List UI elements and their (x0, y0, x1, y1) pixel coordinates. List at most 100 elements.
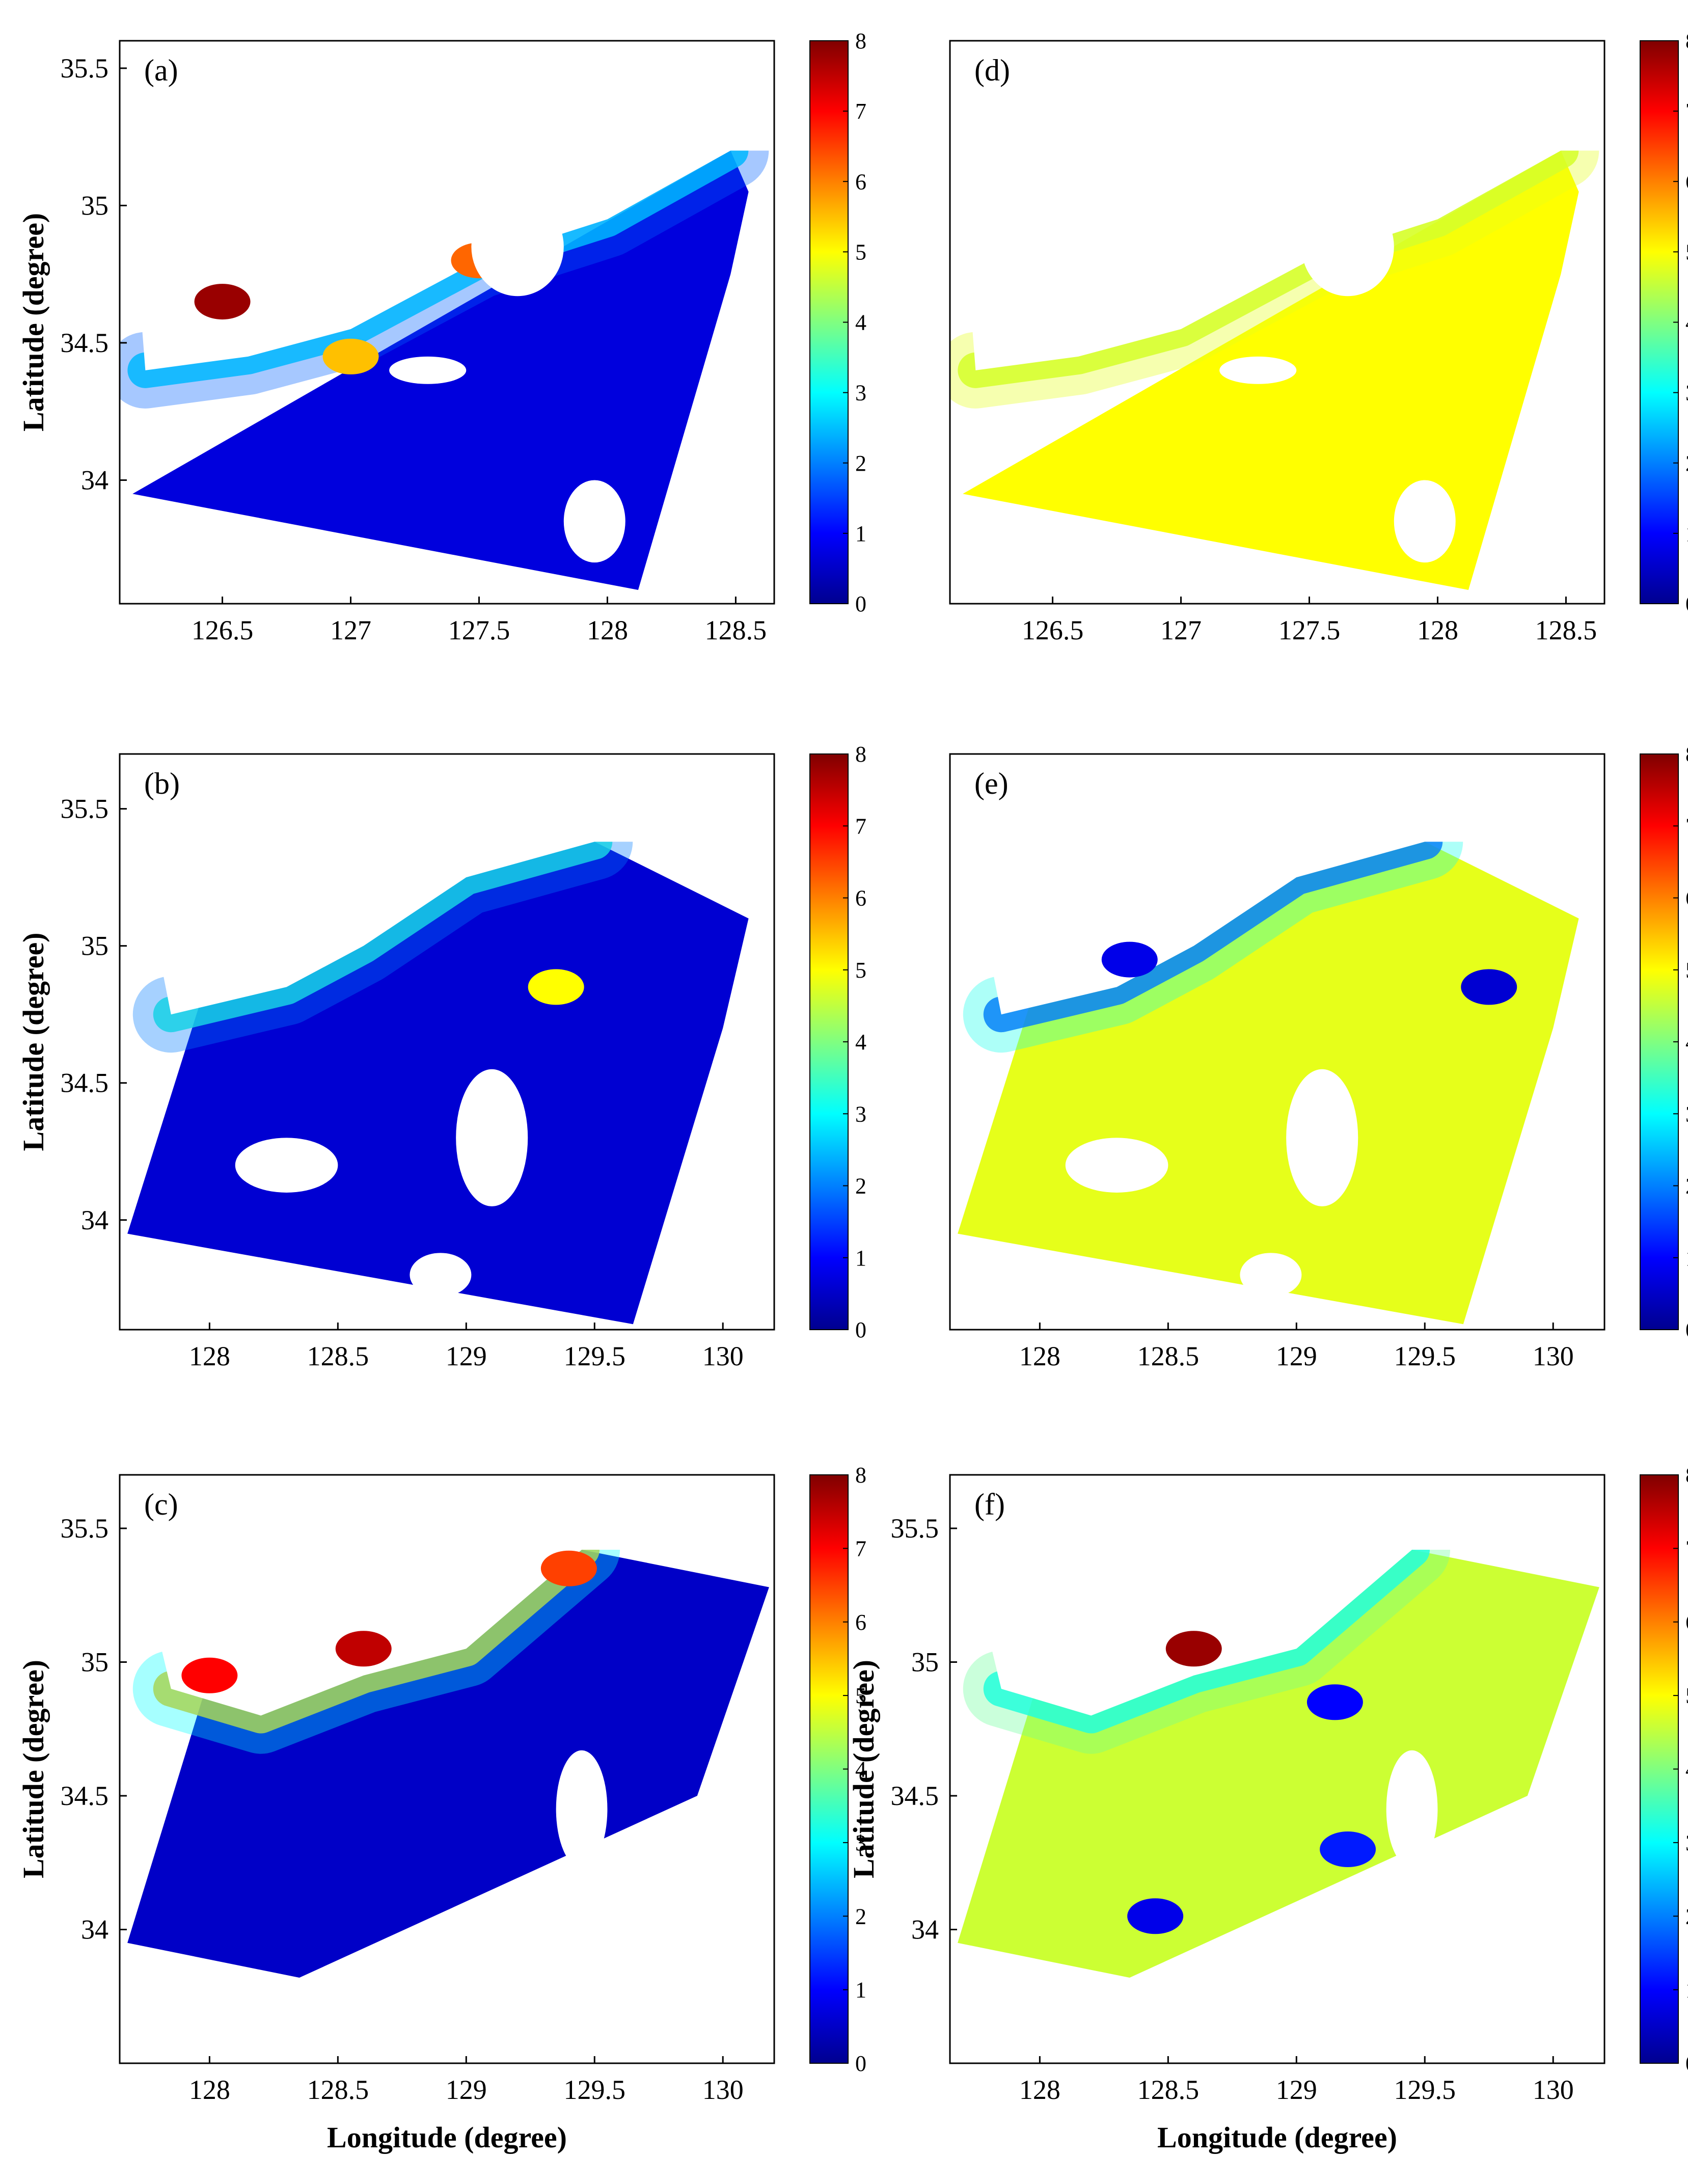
colorbar-tick-label: 4 (855, 310, 866, 335)
y-tick-label: 34 (81, 1205, 108, 1235)
colorbar-tick-label: 1 (855, 1978, 866, 2003)
y-tick-label: 35.5 (61, 1513, 109, 1544)
colorbar-tick-label: 6 (1685, 886, 1688, 911)
colorbar-tick-label: 5 (855, 1683, 866, 1708)
x-tick-label: 127 (1160, 615, 1202, 645)
colorbar-tick-label: 1 (855, 521, 866, 546)
colorbar-tick-label: 2 (1685, 451, 1688, 476)
colorbar-tick-label: 3 (1685, 381, 1688, 406)
land-mask (120, 41, 774, 370)
y-axis-label: Latitude (degree) (17, 1660, 50, 1878)
y-tick-label: 35 (81, 1647, 108, 1678)
axes-frame (119, 753, 775, 1331)
colorbar-tick-label: 7 (855, 814, 866, 839)
x-tick-label: 126.5 (192, 615, 254, 645)
cloud-mask (563, 480, 625, 563)
colorbar-tick-label: 4 (1685, 1030, 1688, 1055)
cloud-mask (1286, 1069, 1358, 1206)
cloud-mask (1386, 1750, 1438, 1868)
panel-d: 126.5 127 127.5 128 128.5 (d) 0 1 2 3 4 5 6 7 8 (949, 29, 1688, 645)
colorbar-tick-label: 3 (855, 1101, 866, 1126)
colorbar-tick-label: 4 (1685, 1757, 1688, 1782)
hotspot (1320, 1831, 1376, 1867)
colorbar-tick-label: 7 (855, 1536, 866, 1561)
cloud-mask (1014, 414, 1040, 437)
x-axis-label: Longitude (degree) (1157, 2121, 1397, 2154)
panel-letter: (f) (974, 1488, 1005, 1521)
hotspot (528, 969, 584, 1005)
colorbar-tick-label: 3 (1685, 1101, 1688, 1126)
x-tick-label: 128 (1019, 1341, 1060, 1371)
colorbar-tick-label: 2 (855, 1174, 866, 1199)
panel-e: 128 128.5 129 129.5 130 (e) 0 1 2 3 4 5 6 7 8 (949, 742, 1688, 1371)
colorbar: 0 1 2 3 4 5 6 7 8 (809, 1463, 866, 2076)
colorbar-gradient (809, 40, 849, 604)
cloud-mask (479, 1897, 556, 1962)
panel-letter: (b) (144, 767, 180, 800)
colorbar-tick-label: 6 (1685, 169, 1688, 194)
land-mask (120, 1475, 774, 1716)
colorbar-tick-label: 4 (1685, 310, 1688, 335)
x-tick-label: 129.5 (564, 1341, 626, 1371)
x-tick-label: 130 (1533, 2074, 1574, 2105)
panel-letter: (d) (974, 53, 1010, 87)
colorbar: 0 1 2 3 4 5 6 7 8 (809, 29, 866, 616)
cloud-mask (1142, 172, 1245, 293)
cloud-mask (456, 1069, 528, 1206)
land-mask (120, 754, 774, 1015)
axes-frame (949, 1474, 1605, 2064)
y-tick-label: 34 (81, 465, 108, 495)
colorbar-gradient (809, 1474, 849, 2064)
hotspot (1461, 969, 1517, 1005)
colorbar-gradient (809, 753, 849, 1330)
hotspot (1165, 1631, 1222, 1667)
colorbar-tick-label: 0 (1685, 2051, 1688, 2076)
colorbar-tick-label: 8 (1685, 29, 1688, 53)
panel-f: 128 128.5 129 129.5 1303434.53535.5(f)Latitu… (847, 1463, 1688, 2154)
colorbar-tick-label: 1 (855, 1246, 866, 1271)
x-tick-label: 128.5 (307, 2074, 369, 2105)
cloud-mask (1065, 1138, 1168, 1193)
colorbar-tick-label: 6 (1685, 1610, 1688, 1635)
x-tick-label: 129 (1276, 1341, 1317, 1371)
x-tick-label: 128 (189, 2074, 230, 2105)
x-tick-label: 127.5 (1278, 615, 1341, 645)
colorbar-tick-label: 1 (1685, 521, 1688, 546)
colorbar-tick-label: 1 (1685, 1246, 1688, 1271)
hotspot (335, 1631, 392, 1667)
x-tick-label: 129 (446, 2074, 487, 2105)
hotspot (1127, 1898, 1184, 1934)
cloud-mask (1219, 356, 1297, 384)
cloud-mask (556, 1750, 608, 1868)
colorbar-tick-label: 7 (855, 99, 866, 124)
cloud-mask (471, 197, 564, 296)
colorbar-tick-label: 2 (855, 1904, 866, 1929)
colorbar: 0 1 2 3 4 5 6 7 8 (1640, 29, 1688, 616)
colorbar-tick-label: 6 (855, 886, 866, 911)
x-tick-label: 127 (330, 615, 371, 645)
colorbar-tick-label: 3 (855, 1830, 866, 1855)
colorbar-gradient (1640, 40, 1679, 604)
colorbar-tick-label: 6 (855, 1610, 866, 1635)
x-tick-label: 130 (702, 2074, 744, 2105)
y-tick-label: 34.5 (61, 1781, 109, 1811)
colorbar-tick-label: 3 (1685, 1830, 1688, 1855)
colorbar-tick-label: 0 (855, 1317, 866, 1342)
cloud-mask (1240, 1253, 1302, 1297)
x-tick-label: 128 (189, 1341, 230, 1371)
y-axis-label: Latitude (degree) (17, 933, 50, 1151)
panel-letter: (c) (144, 1488, 178, 1521)
hotspot (540, 1550, 597, 1586)
colorbar-tick-label: 8 (1685, 1463, 1688, 1488)
y-tick-label: 35 (81, 190, 108, 221)
x-tick-label: 129.5 (1394, 2074, 1456, 2105)
panel-b: 128 128.5 129 129.5 1303434.53535.5(b)Latitu… (17, 742, 866, 1371)
land-mask (950, 1475, 1604, 1716)
colorbar-tick-label: 0 (1685, 1317, 1688, 1342)
colorbar-tick-label: 4 (855, 1757, 866, 1782)
colorbar-tick-label: 7 (1685, 1536, 1688, 1561)
colorbar-tick-label: 6 (855, 169, 866, 194)
axes-frame (949, 40, 1605, 605)
x-axis-label: Longitude (degree) (327, 2121, 567, 2154)
